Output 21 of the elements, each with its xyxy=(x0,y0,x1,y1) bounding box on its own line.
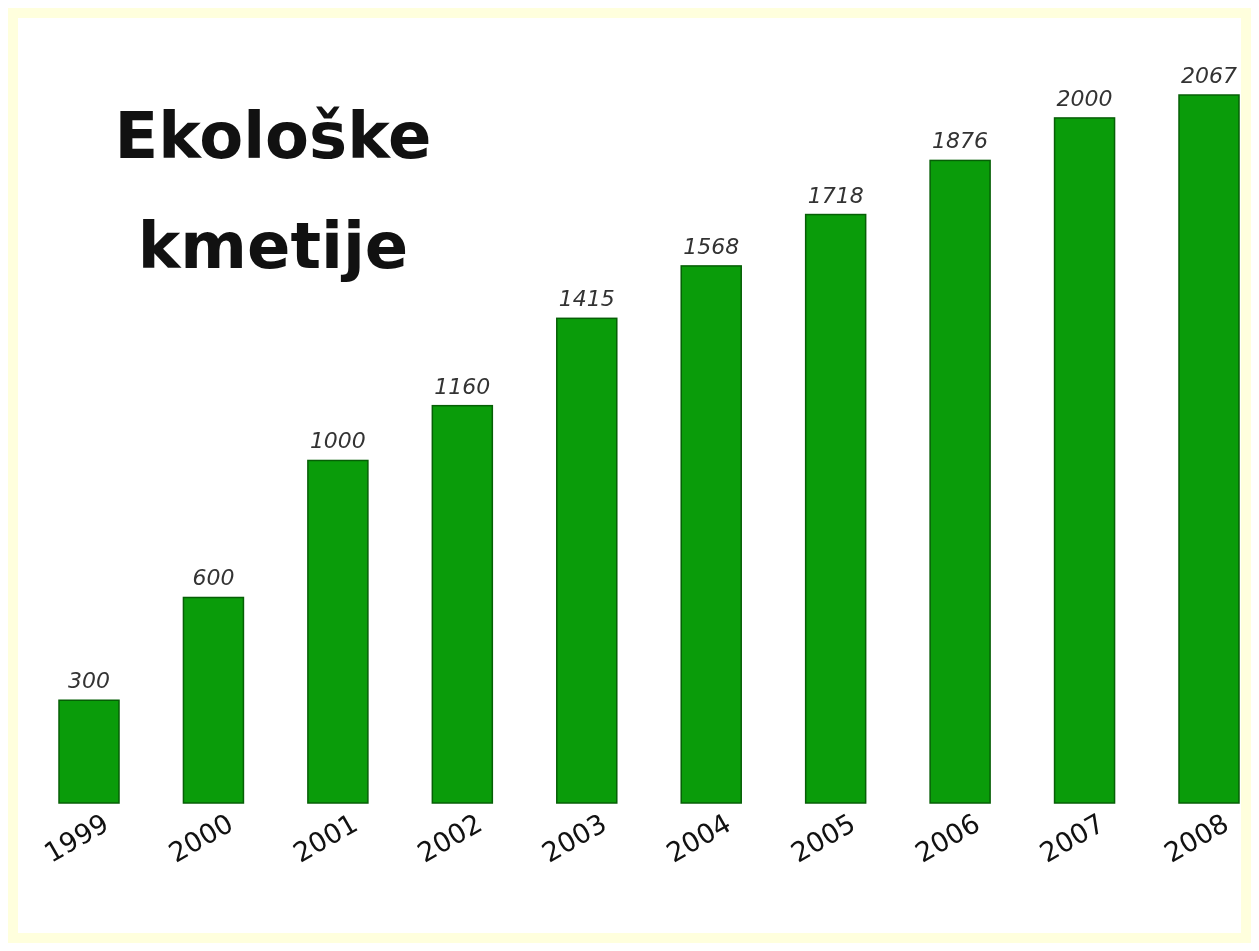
bar xyxy=(929,159,991,804)
data-label: 300 xyxy=(68,668,110,694)
data-label: 1160 xyxy=(434,373,491,399)
data-label: 1000 xyxy=(309,428,366,454)
data-label: 1718 xyxy=(807,182,864,208)
bar xyxy=(1053,117,1116,804)
bar xyxy=(1178,94,1240,804)
data-label: 2000 xyxy=(1056,85,1113,111)
data-label: 2067 xyxy=(1181,63,1237,88)
bar xyxy=(804,213,867,804)
text: Ekološke kmetije xyxy=(114,99,432,283)
bar xyxy=(182,596,245,804)
data-label: 1876 xyxy=(932,128,989,154)
data-label: 1415 xyxy=(558,286,615,312)
bar xyxy=(680,265,742,804)
data-label: 600 xyxy=(192,565,235,591)
bar xyxy=(431,404,494,804)
bar xyxy=(556,317,618,804)
data-label: 1568 xyxy=(683,233,740,259)
bar xyxy=(58,699,120,804)
bar xyxy=(307,459,369,804)
